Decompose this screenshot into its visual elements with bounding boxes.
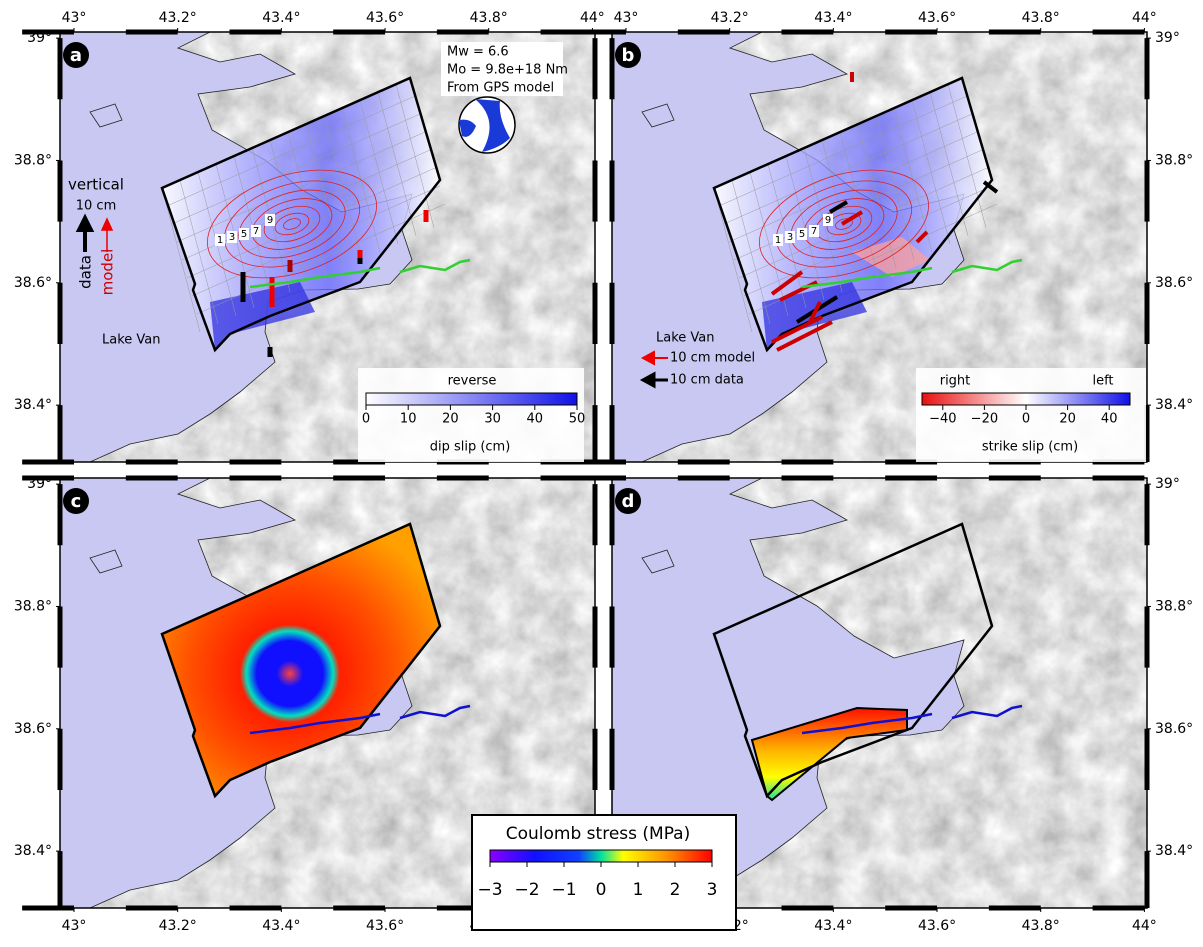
lon-tick-label: 43.8° — [1022, 918, 1060, 934]
lon-tick-label: 43° — [62, 918, 87, 934]
lon-tick-label: 43.6° — [918, 10, 956, 26]
lon-tick-label: 43° — [62, 10, 87, 26]
lat-tick-label: 38.4° — [14, 397, 52, 413]
colorbar-title: Coulomb stress (MPa) — [506, 824, 690, 844]
lon-tick-label: 43.4° — [814, 10, 852, 26]
figure: 13579a43°43.2°43.4°43.6°43.8°44°39°38.8°… — [0, 0, 1203, 947]
colorbar-tick-label: 50 — [569, 412, 586, 427]
lon-tick-label: 44° — [580, 10, 605, 26]
lon-tick-label: 43.6° — [366, 918, 404, 934]
colorbar-tick-label: 40 — [527, 412, 544, 427]
contour-label: 9 — [267, 215, 273, 226]
colorbar-tick-label: 10 — [400, 412, 417, 427]
lat-tick-label: 38.6° — [14, 721, 52, 737]
colorbar-tick-label: 0 — [596, 880, 607, 900]
contour-label: 9 — [825, 215, 831, 226]
lon-tick-label: 43.6° — [366, 10, 404, 26]
panel-label: c — [71, 491, 82, 512]
lon-tick-label: 43.4° — [814, 918, 852, 934]
colorbar-tick-label: 3 — [707, 880, 718, 900]
colorbar-label: strike slip (cm) — [982, 440, 1078, 455]
colorbar-tick-label: 0 — [1022, 412, 1030, 427]
colorbar-tick-label: 40 — [1101, 412, 1118, 427]
lat-tick-label: 38.4° — [1155, 397, 1193, 413]
contour-label: 5 — [241, 229, 247, 240]
contour-label: 7 — [253, 226, 259, 237]
panel-label: b — [622, 45, 635, 66]
data-label: data — [77, 255, 95, 289]
lat-tick-label: 38.8° — [1155, 152, 1193, 168]
lat-tick-label: 39° — [1155, 30, 1180, 46]
colorbar-tick-label: −2 — [514, 880, 539, 900]
lon-tick-label: 43.2° — [711, 10, 749, 26]
lake-label: Lake Van — [656, 331, 715, 346]
lat-tick-label: 39° — [1155, 476, 1180, 492]
colorbar-tick-label: −1 — [551, 880, 576, 900]
contour-label: 3 — [787, 232, 793, 243]
lon-tick-label: 43.2° — [159, 918, 197, 934]
lon-tick-label: 43.4° — [262, 918, 300, 934]
lat-tick-label: 38.6° — [14, 275, 52, 291]
moment: Mo = 9.8e+18 Nm — [447, 63, 568, 78]
magnitude: Mw = 6.6 — [447, 45, 509, 60]
colorbar-tick-label: −20 — [971, 412, 998, 427]
lat-tick-label: 38.6° — [1155, 721, 1193, 737]
colorbar-title: left — [1092, 374, 1113, 389]
model-scale: 10 cm model — [670, 351, 755, 366]
colorbar — [922, 393, 1130, 405]
colorbar-tick-label: −40 — [929, 412, 956, 427]
lat-tick-label: 38.8° — [14, 152, 52, 168]
panel-label: a — [70, 45, 82, 66]
lon-tick-label: 43.6° — [918, 918, 956, 934]
panel-label: d — [622, 491, 635, 512]
colorbar-tick-label: 0 — [362, 412, 370, 427]
data-scale: 10 cm data — [670, 373, 744, 388]
colorbar-label: dip slip (cm) — [430, 440, 511, 455]
colorbar-tick-label: 30 — [484, 412, 501, 427]
lon-tick-label: 43.8° — [470, 10, 508, 26]
contour-label: 1 — [217, 235, 223, 246]
lat-tick-label: 38.4° — [14, 843, 52, 859]
model-label: model — [99, 249, 117, 296]
colorbar-title: reverse — [448, 374, 497, 389]
lat-tick-label: 38.8° — [1155, 598, 1193, 614]
colorbar — [366, 393, 577, 405]
colorbar-tick-label: 2 — [670, 880, 681, 900]
colorbar-title: right — [940, 374, 971, 389]
vertical-label: vertical — [68, 176, 124, 194]
colorbar — [490, 850, 712, 862]
lat-tick-label: 39° — [27, 476, 52, 492]
lon-tick-label: 44° — [1132, 918, 1157, 934]
contour-label: 3 — [229, 232, 235, 243]
source: From GPS model — [447, 81, 554, 96]
colorbar-tick-label: 20 — [1059, 412, 1076, 427]
contour-label: 1 — [775, 235, 781, 246]
colorbar-tick-label: 20 — [442, 412, 459, 427]
lon-tick-label: 43.2° — [159, 10, 197, 26]
lon-tick-label: 43° — [614, 10, 639, 26]
lon-tick-label: 43.4° — [262, 10, 300, 26]
colorbar-tick-label: −3 — [477, 880, 502, 900]
contour-label: 5 — [799, 229, 805, 240]
lat-tick-label: 38.6° — [1155, 275, 1193, 291]
colorbar-tick-label: 1 — [633, 880, 644, 900]
lon-tick-label: 44° — [1132, 10, 1157, 26]
contour-label: 7 — [811, 226, 817, 237]
lat-tick-label: 38.4° — [1155, 843, 1193, 859]
lon-tick-label: 43.8° — [1022, 10, 1060, 26]
lat-tick-label: 39° — [27, 30, 52, 46]
lake-label: Lake Van — [102, 333, 161, 348]
lat-tick-label: 38.8° — [14, 598, 52, 614]
scale-label: 10 cm — [76, 199, 117, 214]
